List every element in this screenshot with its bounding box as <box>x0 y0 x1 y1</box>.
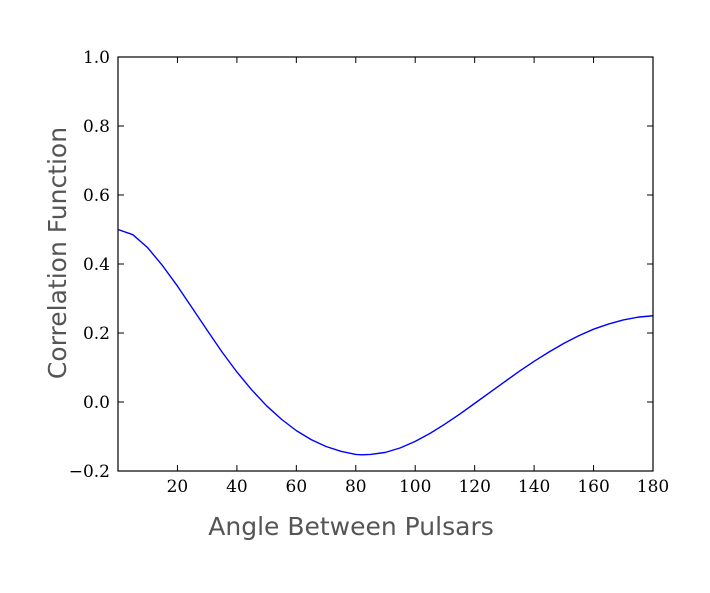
y-tick-label: 1.0 <box>83 48 110 68</box>
x-tick-label: 40 <box>226 477 248 497</box>
x-axis-title: Angle Between Pulsars <box>208 512 494 541</box>
x-tick-label: 160 <box>577 477 609 497</box>
y-tick-label: 0.4 <box>83 255 110 275</box>
y-tick-label: 0.6 <box>83 186 110 206</box>
x-tick-label: 140 <box>518 477 550 497</box>
y-tick-label: −0.2 <box>69 462 110 482</box>
x-tick-label: 60 <box>286 477 308 497</box>
y-axis-title: Correlation Function <box>43 127 72 379</box>
y-tick-label: 0.0 <box>83 393 110 413</box>
x-tick-label: 120 <box>458 477 490 497</box>
x-tick-label: 180 <box>637 477 669 497</box>
x-tick-label: 80 <box>345 477 367 497</box>
x-tick-label: 100 <box>399 477 431 497</box>
y-tick-label: 0.8 <box>83 117 110 137</box>
plot-frame <box>117 56 654 472</box>
series-line <box>117 228 654 456</box>
y-tick-label: 0.2 <box>83 324 110 344</box>
x-tick-label: 20 <box>167 477 189 497</box>
